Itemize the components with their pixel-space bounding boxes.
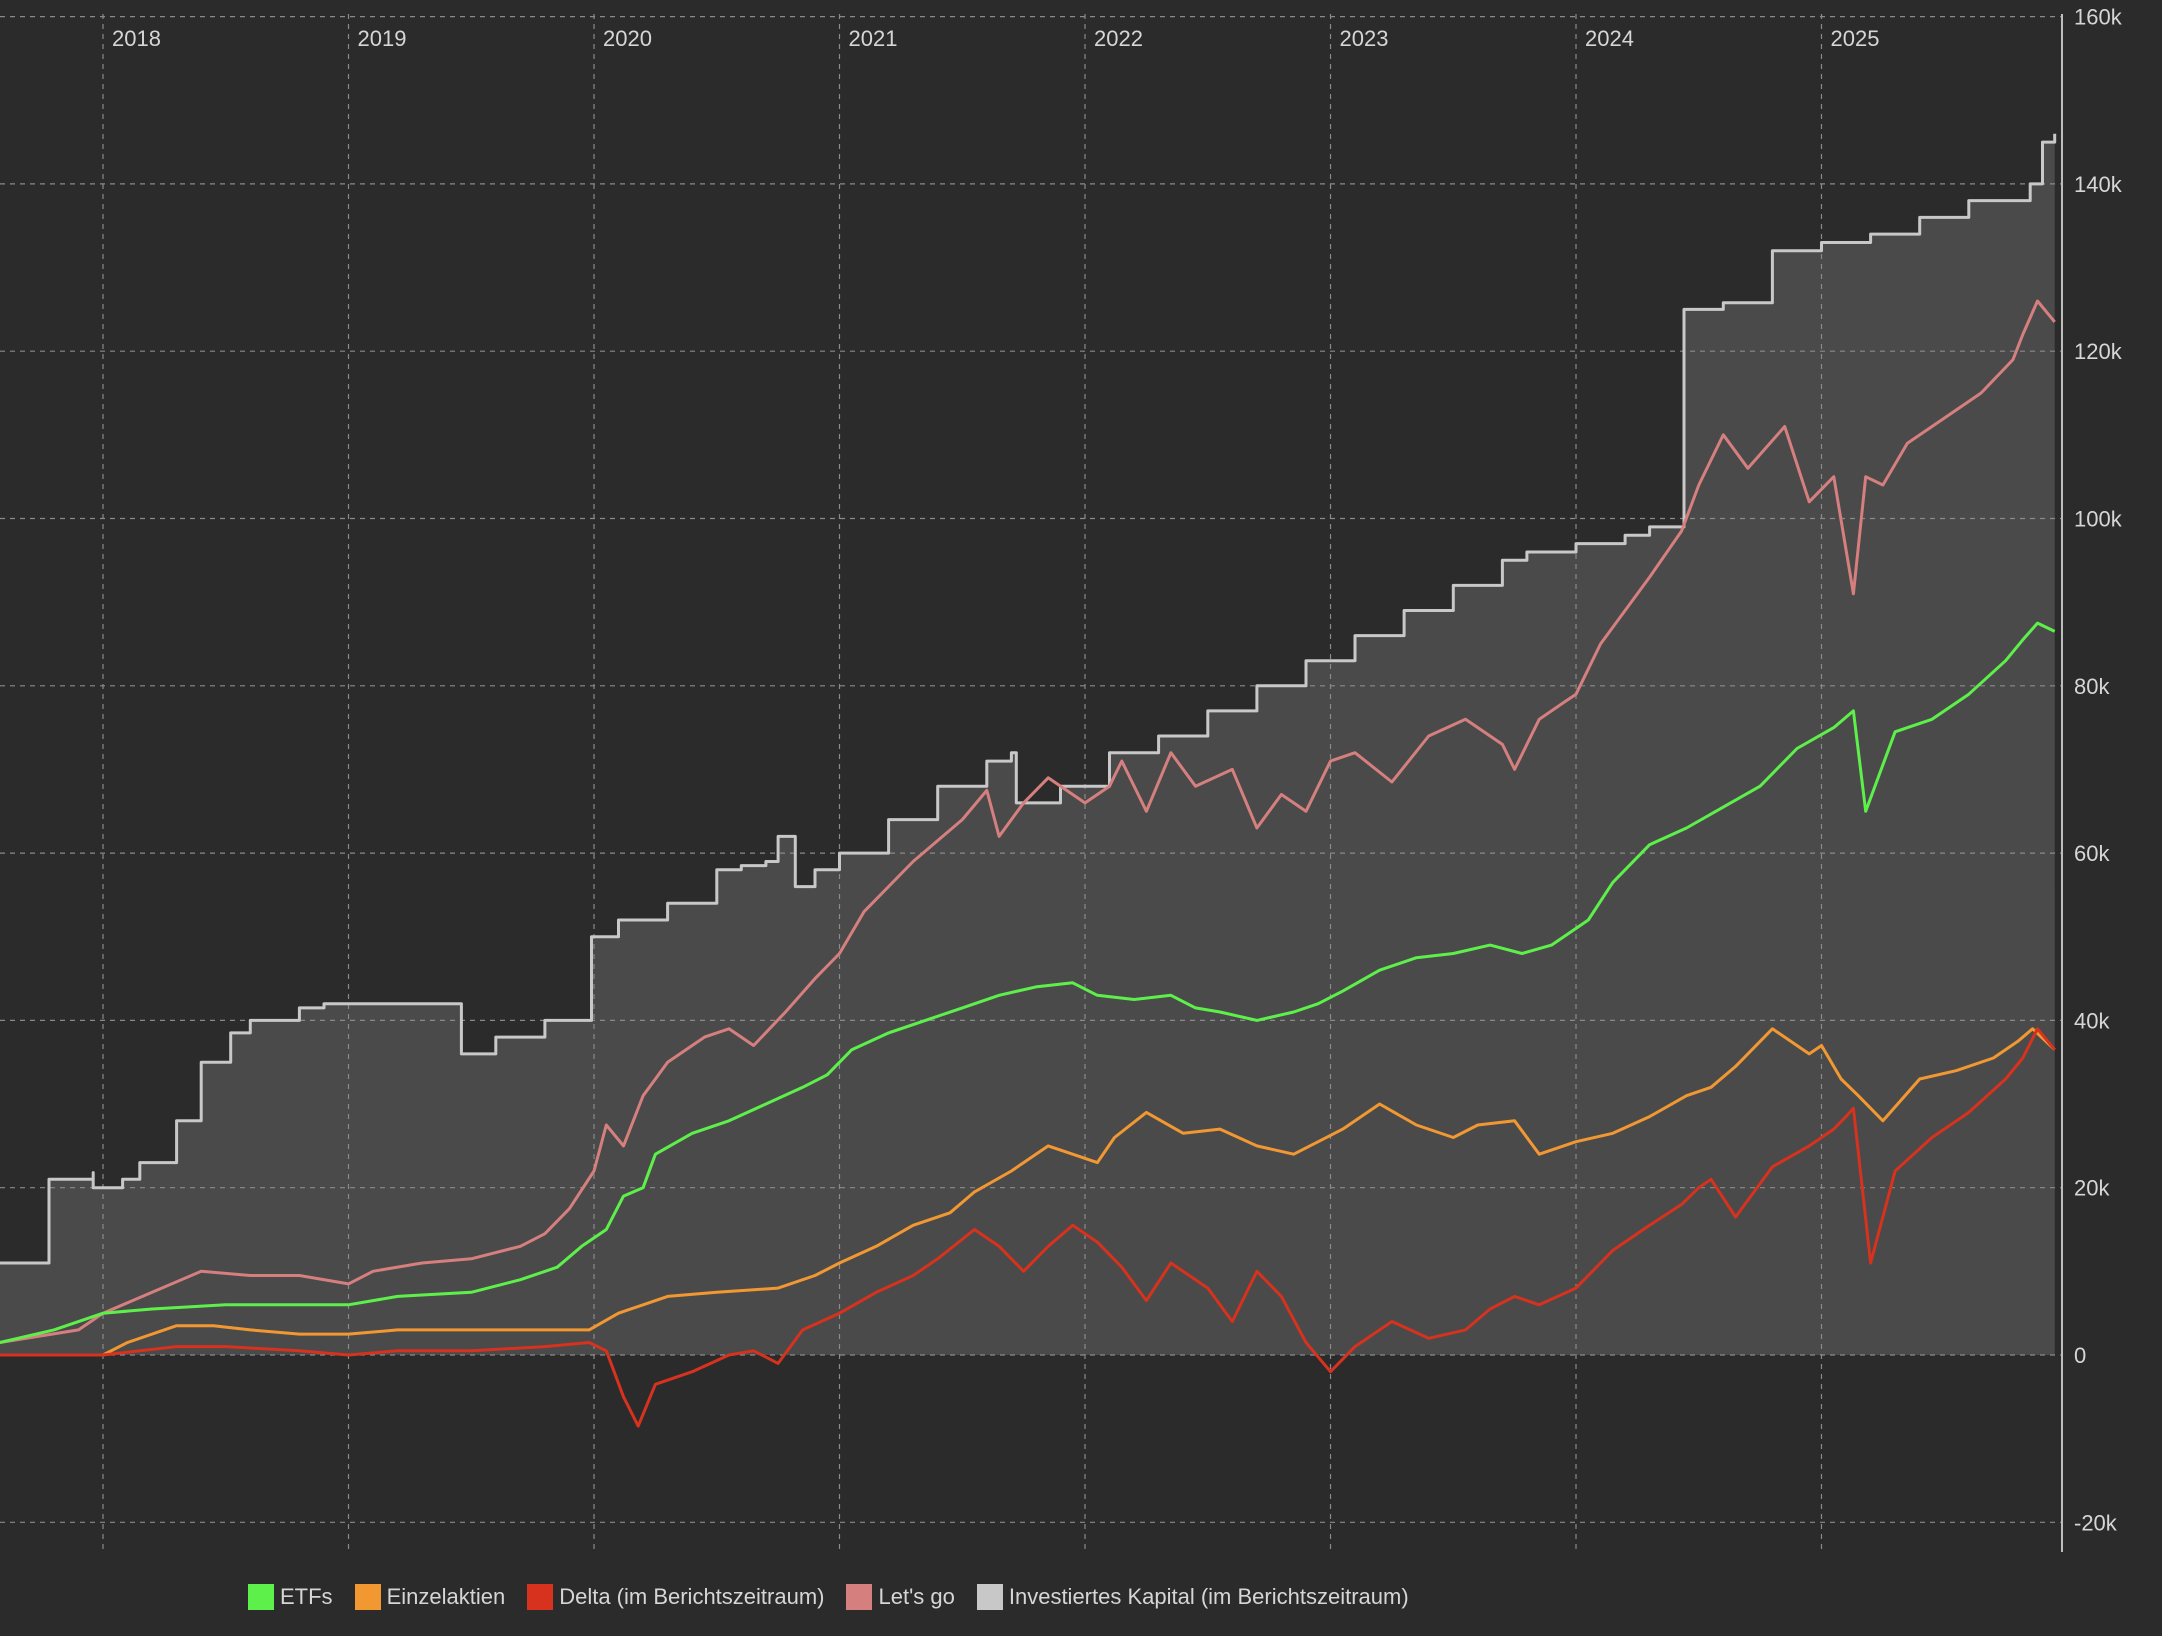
legend-item-lets-go[interactable]: Let's go [846,1584,955,1610]
legend-item-investiertes-kapital[interactable]: Investiertes Kapital (im Berichtszeitrau… [976,1584,1409,1610]
x-tick-label-2022: 2022 [1094,26,1143,51]
x-tick-label-2023: 2023 [1340,26,1389,51]
series-line-delta-im-berichtszeitraum [0,1027,2056,1428]
legend-label-lets-go: Let's go [878,1584,955,1609]
legend-label-investiertes-kapital: Investiertes Kapital (im Berichtszeitrau… [1008,1584,1409,1609]
legend-item-einzelaktien[interactable]: Einzelaktien [354,1584,506,1610]
legend-swatch-einzelaktien [354,1584,381,1610]
y-tick-label-80k: 80k [2074,674,2110,699]
legend: ETFs Einzelaktien Delta (im Berichtszeit… [248,1584,1409,1610]
y-axis-labels: -20k 0 20k 40k 60k 80k 100k 120k 140k 160k [2074,5,2123,1536]
y-tick-label-60k: 60k [2074,841,2110,866]
x-tick-label-2025: 2025 [1831,26,1880,51]
x-tick-label-2019: 2019 [358,26,407,51]
legend-item-etfs[interactable]: ETFs [248,1584,333,1610]
invested-capital-area [0,133,2055,1355]
series-lines [0,133,2057,1428]
legend-label-etfs: ETFs [280,1584,333,1609]
y-tick-label-140k: 140k [2074,172,2123,197]
series-line-etfs [0,621,2056,1344]
series-area-investiertes-kapital-im-berichtszeitraum [0,133,2055,1355]
legend-label-delta: Delta (im Berichtszeitraum) [559,1584,825,1609]
x-tick-label-2018: 2018 [112,26,161,51]
legend-swatch-lets-go [846,1584,873,1610]
x-axis-labels: 2018 2019 2020 2021 2022 2023 2024 2025 [112,26,1879,51]
series-line-einzelaktien [0,1027,2056,1357]
legend-swatch-etfs [248,1584,274,1610]
series-line-investiertes-kapital-im-berichtszeitraum [0,133,2057,1265]
y-tick-label-120k: 120k [2074,339,2123,364]
legend-swatch-delta [527,1584,554,1610]
y-tick-label-40k: 40k [2074,1008,2110,1033]
legend-swatch-investiertes-kapital [976,1584,1003,1610]
y-tick-label-100k: 100k [2074,507,2123,532]
series-line-let-s-go [0,299,2056,1344]
legend-item-delta[interactable]: Delta (im Berichtszeitraum) [527,1584,824,1610]
y-tick-label-160k: 160k [2074,5,2123,30]
x-tick-label-2021: 2021 [849,26,898,51]
x-tick-label-2024: 2024 [1585,26,1634,51]
legend-label-einzelaktien: Einzelaktien [386,1584,506,1609]
x-tick-label-2020: 2020 [603,26,652,51]
y-tick-label-20k: 20k [2074,1176,2110,1201]
y-tick-label-20k: -20k [2074,1510,2118,1535]
grid [0,14,2062,1552]
y-tick-label-0: 0 [2074,1343,2086,1368]
